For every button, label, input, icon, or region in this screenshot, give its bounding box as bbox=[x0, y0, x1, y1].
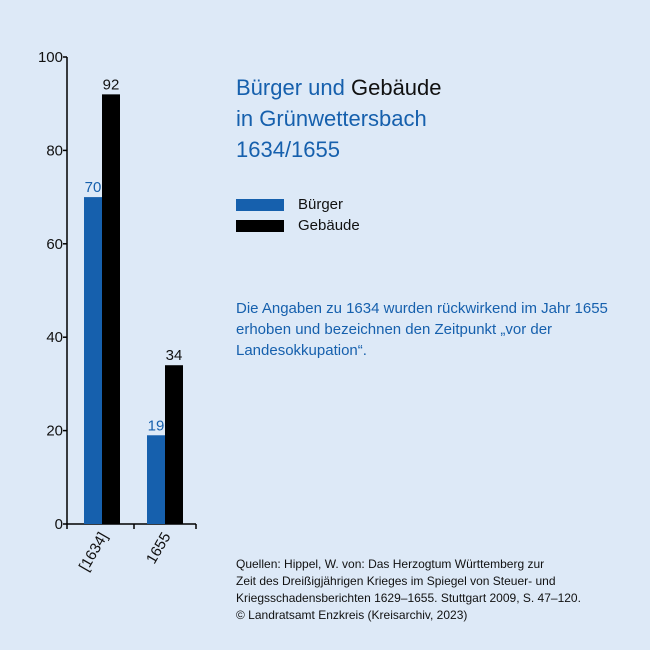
y-tick-label-100: 100 bbox=[38, 49, 63, 66]
chart-note: Die Angaben zu 1634 wurden rückwirkend i… bbox=[236, 300, 608, 359]
bar-value-label-1-0: 19 bbox=[148, 417, 165, 434]
legend-swatch-gebaude bbox=[236, 219, 284, 232]
title-line-2: in Grünwettersbach bbox=[236, 106, 427, 131]
title-line-3: 1634/1655 bbox=[236, 137, 340, 162]
x-category-label-1: 1655 bbox=[143, 530, 174, 567]
legend-label-gebaude: Gebäude bbox=[298, 217, 360, 234]
x-category-label-0: [1634] bbox=[76, 530, 112, 575]
y-tick-label-20: 20 bbox=[46, 423, 63, 440]
chart-title: Bürger und Gebäude in Grünwettersbach 16… bbox=[236, 72, 442, 165]
source-line-1: Quellen: Hippel, W. von: Das Herzogtum W… bbox=[236, 557, 545, 571]
y-tick-label-40: 40 bbox=[46, 329, 63, 346]
legend-item-gebaude: Gebäude bbox=[236, 215, 360, 236]
bar-1-0 bbox=[147, 435, 165, 524]
source-line-2: Zeit des Dreißigjährigen Krieges im Spie… bbox=[236, 574, 556, 588]
bar-1-1 bbox=[165, 365, 183, 524]
source-citation: Quellen: Hippel, W. von: Das Herzogtum W… bbox=[236, 556, 636, 624]
bar-value-label-0-1: 92 bbox=[103, 76, 120, 93]
legend-item-burger: Bürger bbox=[236, 194, 360, 215]
legend-swatch-burger bbox=[236, 198, 284, 211]
legend: Bürger Gebäude bbox=[236, 194, 360, 236]
bar-0-0 bbox=[84, 197, 102, 524]
legend-label-burger: Bürger bbox=[298, 196, 344, 213]
title-part-gebaude: Gebäude bbox=[350, 75, 442, 100]
bar-value-label-0-0: 70 bbox=[85, 179, 102, 196]
y-tick-label-80: 80 bbox=[46, 142, 63, 159]
source-line-4: © Landratsamt Enzkreis (Kreisarchiv, 202… bbox=[236, 608, 468, 622]
y-tick-label-60: 60 bbox=[46, 236, 63, 253]
y-tick-label-0: 0 bbox=[55, 516, 63, 533]
source-line-3: Kriegsschadensberichten 1629–1655. Stutt… bbox=[236, 591, 581, 605]
bar-0-1 bbox=[102, 94, 120, 525]
title-part-burger: Bürger und bbox=[236, 75, 345, 100]
bar-value-label-1-1: 34 bbox=[166, 347, 183, 364]
